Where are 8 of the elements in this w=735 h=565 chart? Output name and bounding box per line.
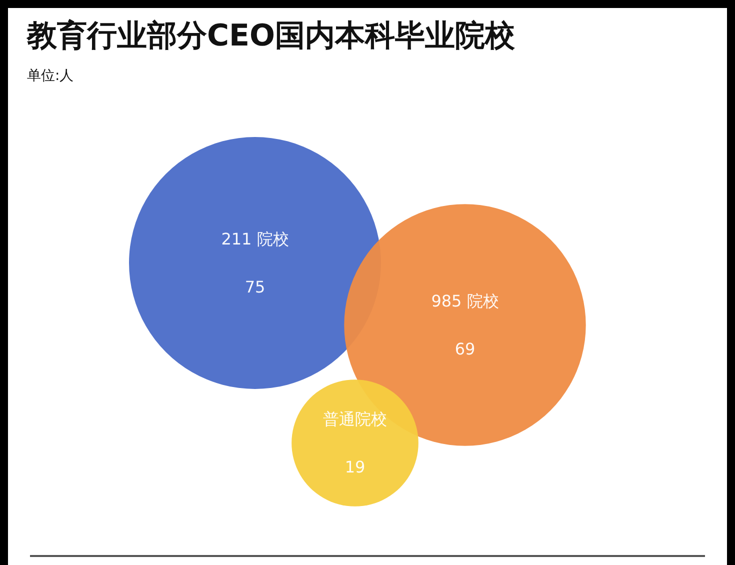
data-label: 75 bbox=[244, 278, 266, 296]
category-label: 普通院校 bbox=[323, 410, 387, 428]
category-label: 985 院校 bbox=[431, 292, 499, 310]
category-label: 211 院校 bbox=[221, 230, 289, 248]
data-label: 69 bbox=[454, 340, 476, 358]
text: 单位:人 bbox=[27, 68, 74, 84]
data-label: 19 bbox=[344, 458, 366, 476]
text: 教育行业部分CEO国内本科毕业院校 bbox=[26, 18, 516, 54]
